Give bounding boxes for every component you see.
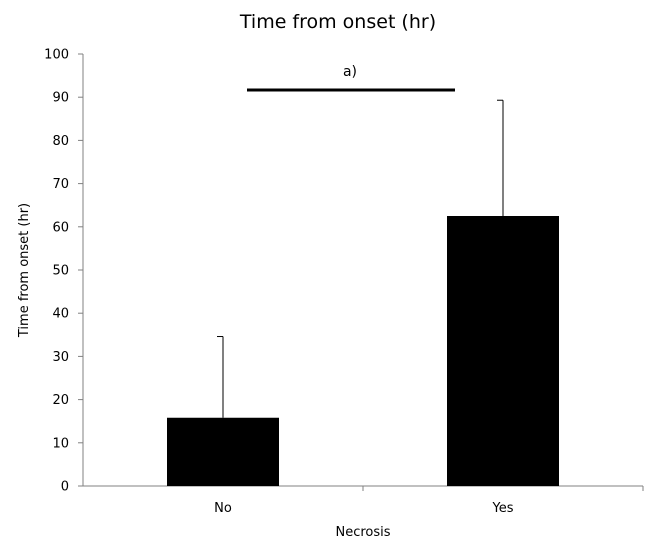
bars [167, 216, 559, 486]
y-tick-label: 20 [52, 393, 69, 408]
bar-yes [447, 216, 559, 486]
chart-title: Time from onset (hr) [239, 11, 436, 33]
y-tick-label: 30 [52, 350, 69, 365]
x-axis-label: Necrosis [335, 525, 390, 540]
y-tick-label: 40 [52, 307, 69, 322]
y-tick-label: 50 [52, 264, 69, 279]
y-tick-label: 0 [61, 480, 69, 495]
x-ticks: No Yes [214, 486, 644, 516]
y-tick-label: 90 [52, 91, 69, 106]
y-tick-label: 70 [52, 177, 69, 192]
error-bars [217, 99, 504, 418]
x-tick-label-no: No [214, 501, 232, 516]
y-axis-label: Time from onset (hr) [17, 203, 32, 338]
y-tick-label: 10 [52, 436, 69, 451]
x-tick-label-yes: Yes [492, 501, 514, 516]
y-tick-label: 60 [52, 220, 69, 235]
significance-annotation: a) [343, 64, 357, 80]
bar-no [167, 417, 279, 486]
y-tick-label: 80 [52, 134, 69, 149]
y-tick-label: 100 [44, 48, 69, 63]
y-ticks: 0 10 20 30 40 50 60 70 80 90 100 [44, 48, 83, 495]
